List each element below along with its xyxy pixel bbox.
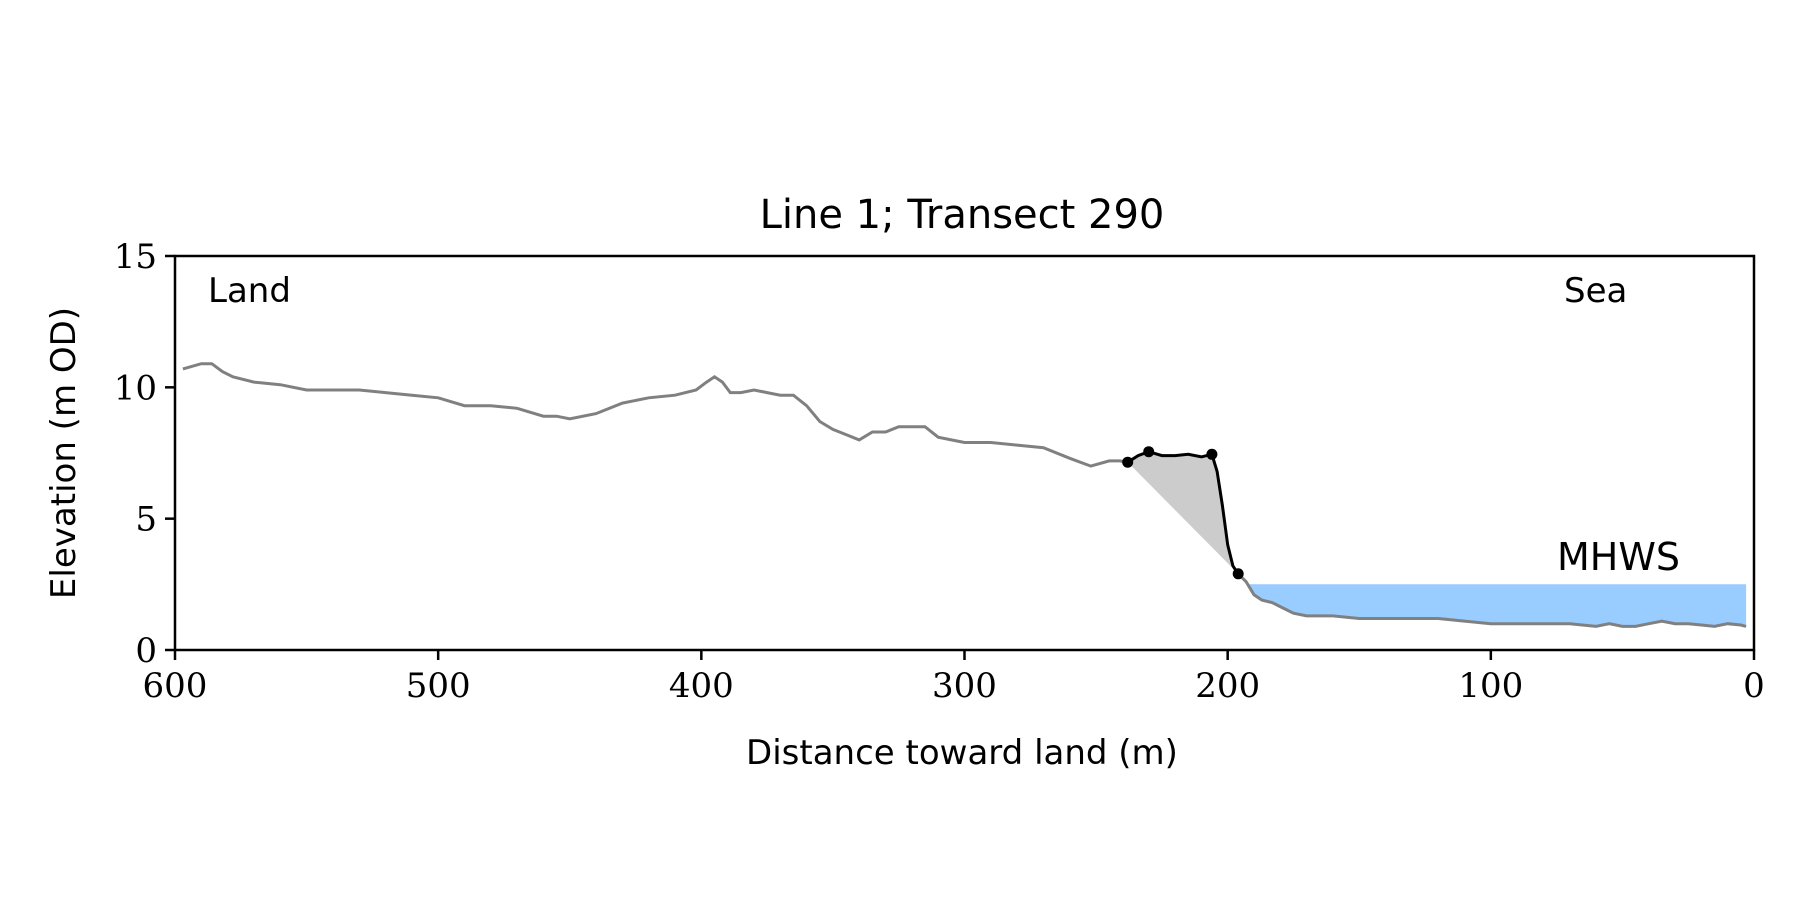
x-tick-label: 600 bbox=[143, 666, 208, 706]
profile-line-land bbox=[182, 362, 1128, 468]
cliff-shaded-area bbox=[1127, 451, 1239, 574]
x-tick-label: 300 bbox=[932, 666, 997, 706]
x-tick-label: 100 bbox=[1458, 666, 1523, 706]
mhws-label: MHWS bbox=[1557, 535, 1680, 579]
x-tick-label: 500 bbox=[406, 666, 471, 706]
axes: 600 500 400 300 200 100 0 0 5 10 15 bbox=[114, 237, 1765, 706]
mhws-band bbox=[1248, 584, 1747, 627]
y-axis-label: Elevation (m OD) bbox=[44, 307, 84, 599]
x-tick-label: 400 bbox=[669, 666, 734, 706]
land-label: Land bbox=[208, 271, 291, 311]
x-axis-label: Distance toward land (m) bbox=[746, 733, 1178, 773]
plot-area bbox=[182, 362, 1747, 628]
cliff-point bbox=[1206, 448, 1218, 460]
sea-label: Sea bbox=[1564, 271, 1627, 311]
cliff-point bbox=[1232, 568, 1244, 580]
profile-line-sea bbox=[1237, 572, 1747, 628]
y-tick-label: 5 bbox=[135, 500, 157, 540]
chart-title: Line 1; Transect 290 bbox=[760, 192, 1165, 238]
cliff-point bbox=[1122, 456, 1134, 468]
y-tick-label: 0 bbox=[135, 631, 157, 671]
y-tick-label: 15 bbox=[114, 237, 157, 277]
x-tick-label: 0 bbox=[1743, 666, 1765, 706]
x-tick-label: 200 bbox=[1195, 666, 1260, 706]
cliff-point bbox=[1143, 446, 1155, 458]
y-tick-label: 10 bbox=[114, 368, 157, 408]
